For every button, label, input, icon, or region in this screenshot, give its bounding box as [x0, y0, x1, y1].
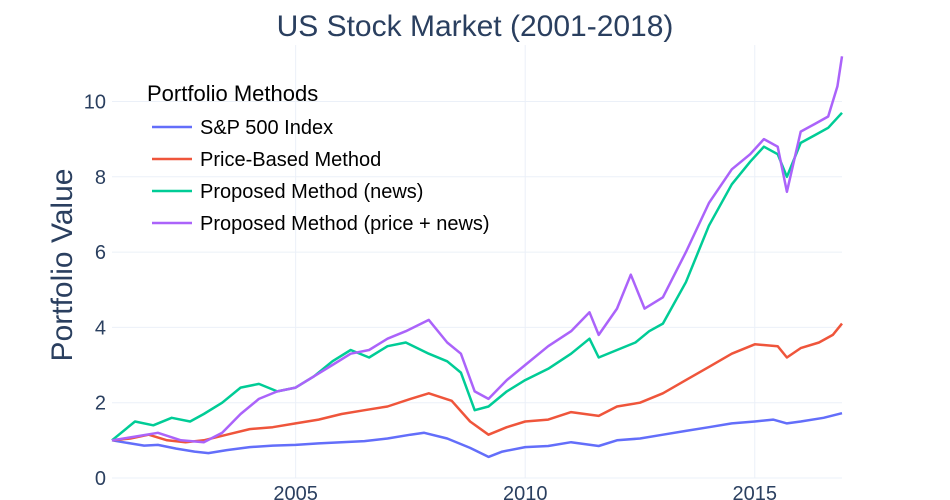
y-tick-label: 10	[84, 91, 106, 113]
y-axis-label: Portfolio Value	[46, 169, 79, 362]
y-tick-label: 4	[95, 317, 106, 339]
series-line-4	[111, 56, 844, 444]
series-lines	[111, 56, 844, 459]
series-line-2	[111, 322, 843, 444]
tick-labels: 0 2 4 6 8 10 2005 2010 2015	[84, 91, 777, 500]
x-tick-label: 2010	[503, 483, 548, 500]
x-tick-label: 2005	[273, 483, 318, 500]
chart-title: US Stock Market (2001-2018)	[277, 10, 674, 43]
legend-label: Proposed Method (price + news)	[200, 213, 490, 235]
y-tick-label: 0	[95, 468, 106, 490]
legend-label: Proposed Method (news)	[200, 181, 423, 203]
y-tick-label: 2	[95, 393, 106, 415]
legend-items: S&P 500 Index Price-Based Method Proposed …	[152, 117, 490, 235]
legend: Portfolio Methods S&P 500 Index Price-Bas…	[147, 81, 490, 235]
legend-title: Portfolio Methods	[147, 81, 318, 106]
series-line-3	[111, 111, 843, 442]
series-line-1	[111, 411, 843, 459]
grid	[112, 45, 842, 479]
legend-label: Price-Based Method	[200, 149, 381, 171]
y-tick-label: 6	[95, 242, 106, 264]
legend-label: S&P 500 Index	[200, 117, 333, 139]
y-tick-label: 8	[95, 167, 106, 189]
x-tick-label: 2015	[733, 483, 778, 500]
